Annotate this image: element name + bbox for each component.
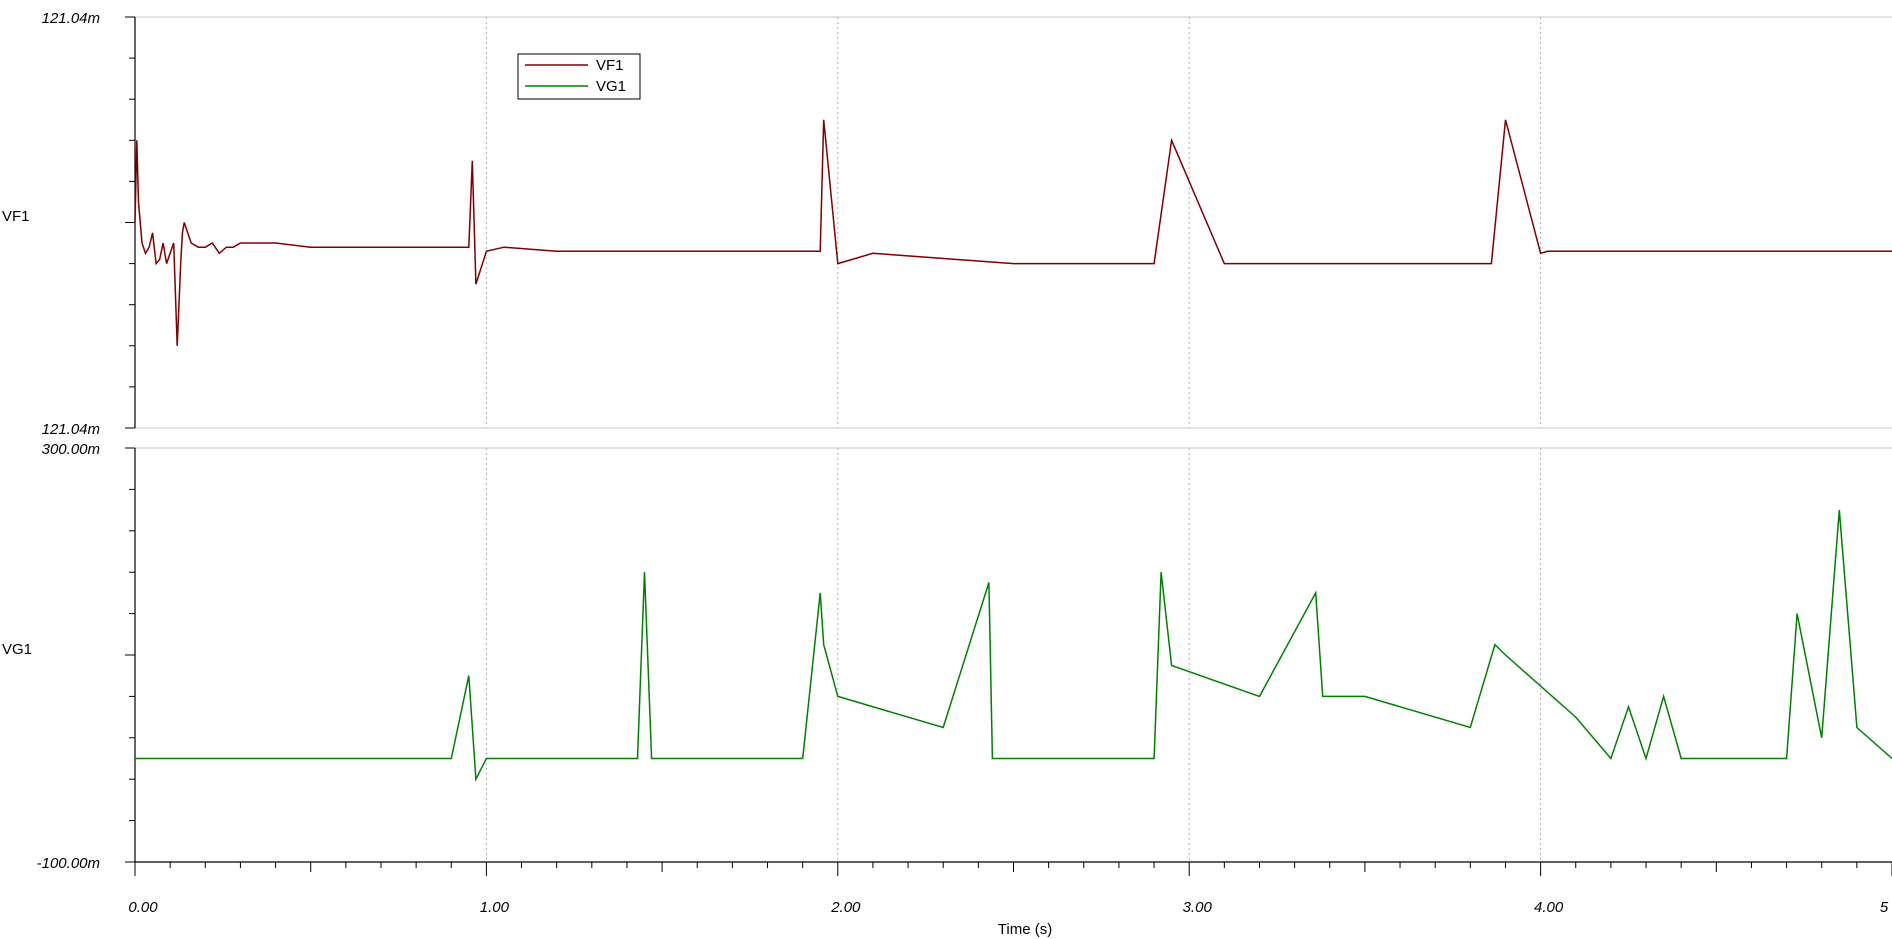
legend-vg1-label: VG1 [596, 78, 626, 95]
top-ylabel: VF1 [2, 208, 30, 225]
x-tick-label: 0.00 [128, 899, 158, 916]
top-ytick-top-label: 121.04m [42, 10, 100, 27]
series-line-vg1 [135, 510, 1892, 782]
legend-box [517, 53, 641, 100]
legend-vf1-label: VF1 [596, 57, 624, 74]
bottom-ytick-top-label: 300.00m [42, 441, 100, 458]
bottom-ytick-bottom-label: -100.00m [37, 855, 100, 872]
bottom-series-group [135, 510, 1892, 782]
bottom-panel: 300.00m -100.00m VG1 0.00 1.00 2.00 3.00 4.0… [2, 441, 1892, 938]
top-panel-grid [485, 17, 1542, 428]
bottom-ylabel: VG1 [2, 641, 32, 658]
bottom-panel-yticks [125, 447, 135, 863]
x-tick-label: 3.00 [1183, 899, 1213, 916]
top-series-group [134, 119, 1892, 346]
legend: VF1 VG1 [517, 53, 641, 100]
x-tick-label: 2.00 [830, 899, 861, 916]
x-ticks: 0.00 1.00 2.00 3.00 4.00 5 [128, 862, 1892, 916]
top-panel: 121.04m 121.04m VF1 [2, 10, 1892, 438]
top-ytick-bottom-label: 121.04m [42, 421, 100, 438]
x-tick-label: 5 [1880, 899, 1889, 916]
x-tick-label: 1.00 [480, 899, 510, 916]
x-axis-label: Time (s) [998, 921, 1052, 938]
top-panel-yticks [125, 16, 135, 429]
bottom-panel-grid [485, 448, 1542, 862]
series-line-vf1 [134, 119, 1892, 346]
x-tick-label: 4.00 [1534, 899, 1564, 916]
